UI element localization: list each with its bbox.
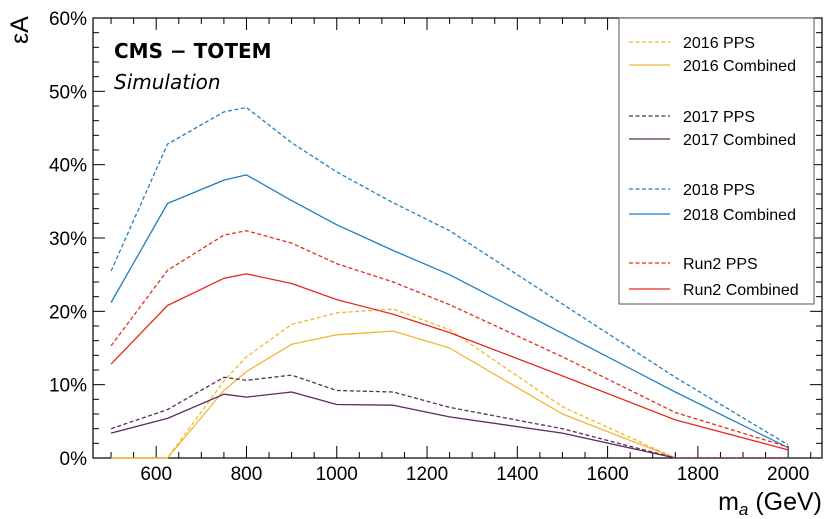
y-tick-label: 50% [49, 82, 87, 103]
legend-label-run2-combined: Run2 Combined [683, 282, 799, 299]
x-tick-label: 2000 [767, 464, 809, 485]
x-tick-label: 1400 [496, 464, 538, 485]
series-line-2018-combined [110, 174, 789, 449]
series-line-run2-pps [110, 230, 789, 448]
legend-label-2016-pps: 2016 PPS [683, 35, 755, 52]
x-tick-label: 1000 [316, 464, 358, 485]
legend: 2016 PPS 2016 Combined 2017 PPS 2017 Combin… [618, 17, 815, 305]
legend-label-2017-combined: 2017 Combined [683, 132, 796, 149]
experiment-sublabel: Simulation [114, 70, 221, 94]
x-tick-label: 1600 [586, 464, 628, 485]
series-line-2016-combined [111, 330, 789, 459]
y-tick-label: 20% [49, 302, 87, 323]
legend-label-2017-pps: 2017 PPS [683, 109, 755, 126]
y-tick-label: 0% [60, 449, 88, 470]
y-tick-label: 10% [49, 376, 87, 397]
x-axis-title-main: m [718, 488, 739, 516]
y-tick-label: 30% [49, 229, 87, 250]
x-axis-title-subscript: a [739, 500, 748, 519]
y-axis-ticks: 0% 10% 20% 30% 40% 50% 60% [49, 9, 822, 470]
series-layer [110, 106, 789, 459]
legend-box [618, 17, 815, 305]
series-line-2016-pps [111, 308, 789, 459]
series-line-2018-pps [110, 106, 789, 446]
legend-label-run2-pps: Run2 PPS [683, 256, 758, 273]
legend-label-2018-combined: 2018 Combined [683, 207, 796, 224]
x-tick-label: 1800 [677, 464, 719, 485]
series-line-run2-combined [110, 273, 789, 451]
x-axis-ticks: 600 800 1000 1200 1400 1600 1800 2000 [110, 18, 812, 485]
x-tick-label: 800 [231, 464, 263, 485]
experiment-label: CMS − TOTEM [114, 39, 272, 63]
y-tick-label: 40% [49, 156, 87, 177]
series-line-2017-combined [110, 391, 789, 459]
x-tick-label: 1200 [406, 464, 448, 485]
y-axis-title: εA [6, 16, 34, 44]
x-tick-label: 600 [140, 464, 172, 485]
x-axis-title: ma (GeV) [718, 488, 822, 519]
legend-label-2018-pps: 2018 PPS [683, 182, 755, 199]
x-axis-title-unit: (GeV) [755, 488, 822, 516]
y-tick-label: 60% [49, 9, 87, 30]
series-line-2017-pps [110, 374, 789, 459]
legend-label-2016-combined: 2016 Combined [683, 58, 796, 75]
